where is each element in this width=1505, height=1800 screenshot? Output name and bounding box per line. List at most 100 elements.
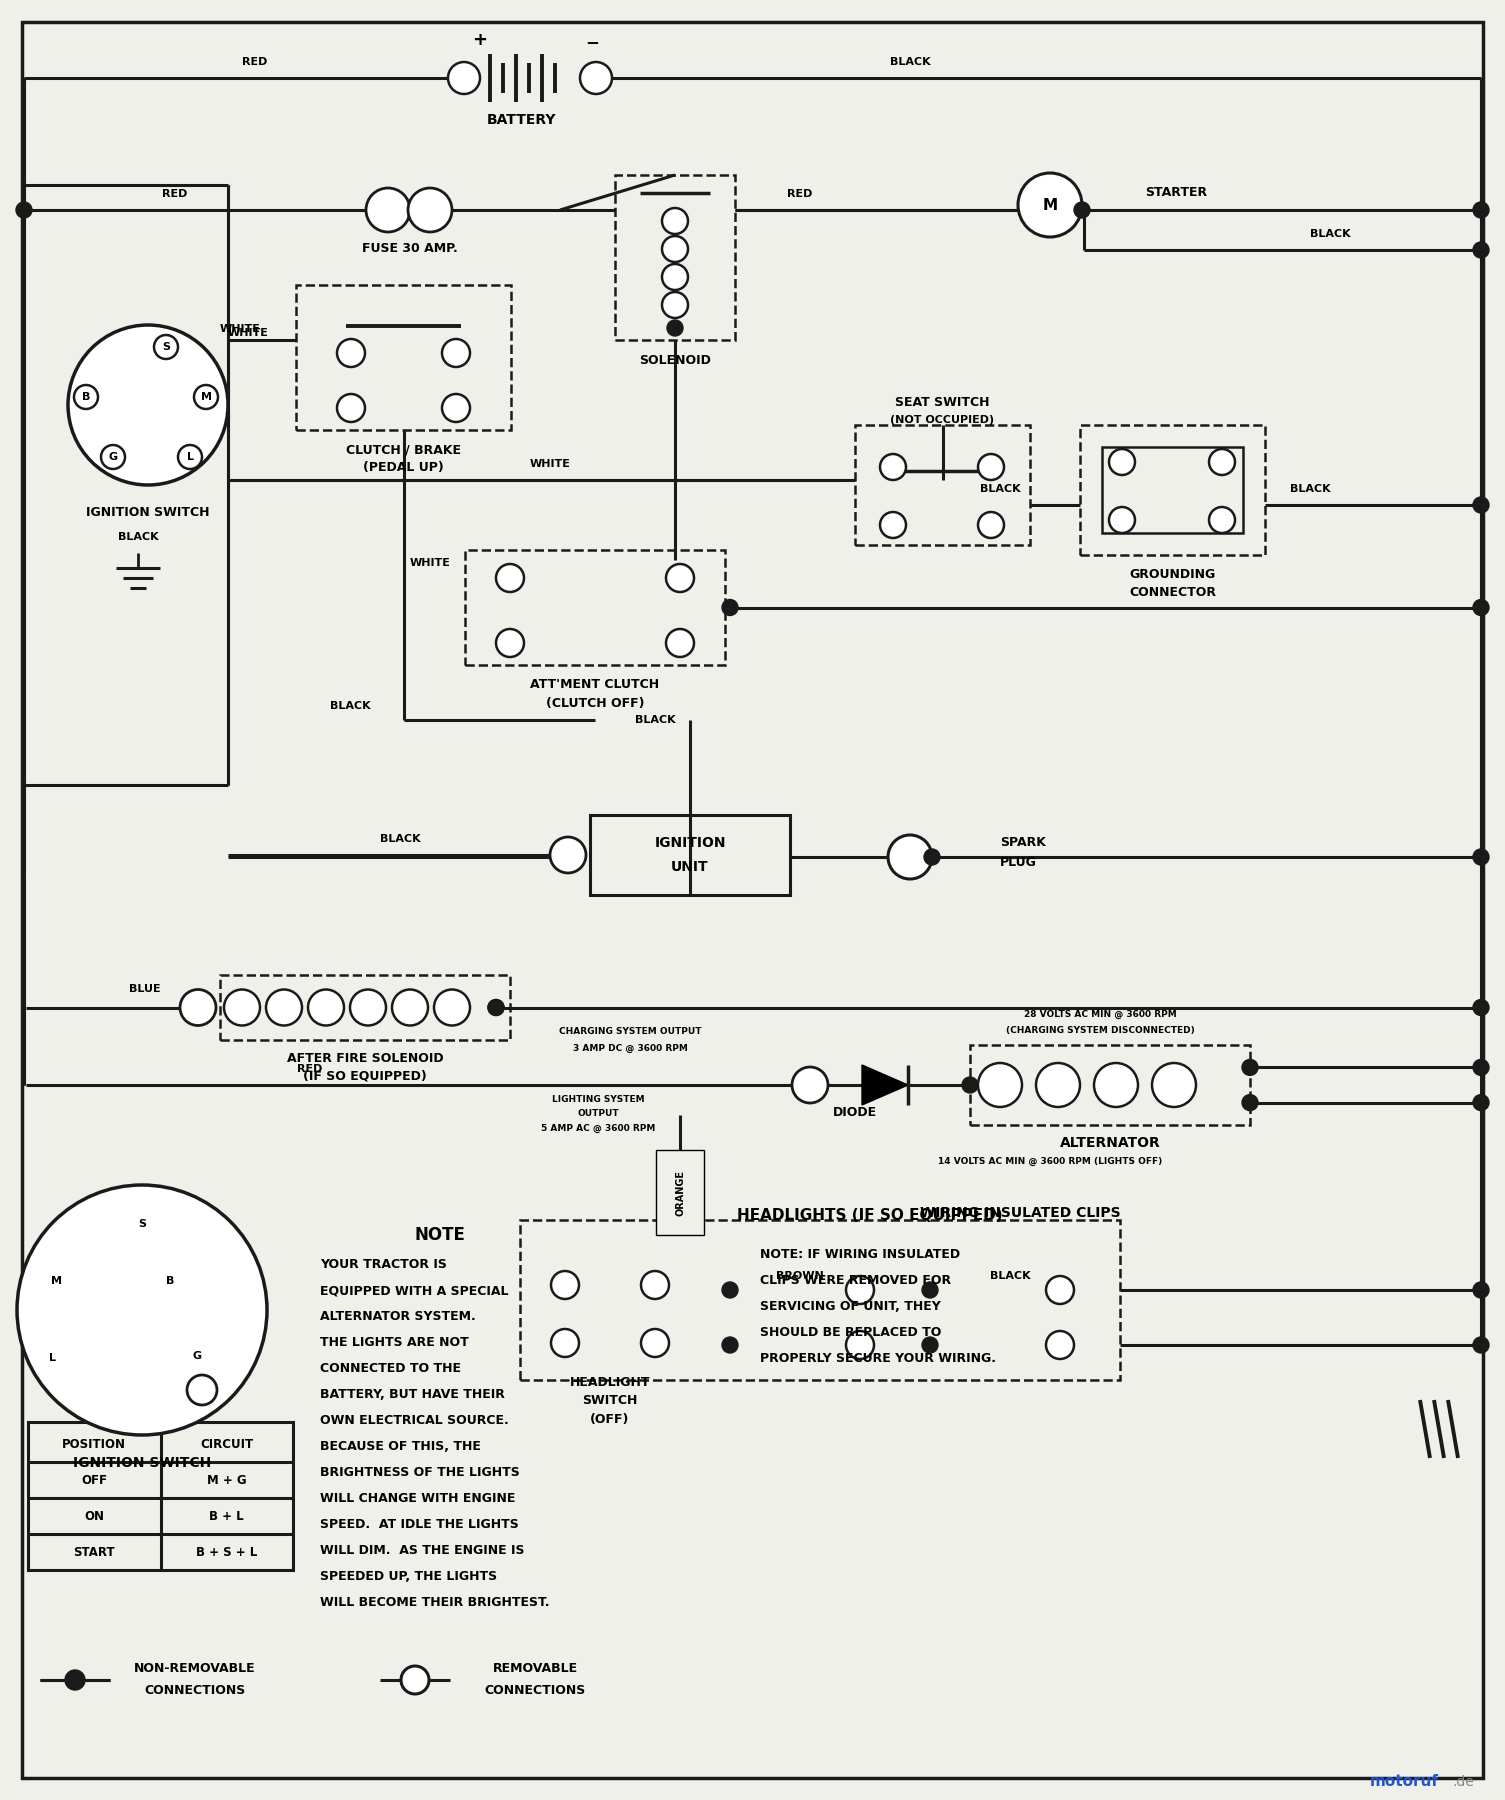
Text: AFTER FIRE SOLENOID: AFTER FIRE SOLENOID <box>286 1051 444 1064</box>
Text: CLUTCH / BRAKE: CLUTCH / BRAKE <box>346 443 461 457</box>
Circle shape <box>722 1337 737 1354</box>
Bar <box>616 175 734 340</box>
Circle shape <box>181 990 217 1026</box>
Text: B + L: B + L <box>209 1510 244 1523</box>
Circle shape <box>549 837 585 873</box>
Circle shape <box>667 563 694 592</box>
Circle shape <box>1473 999 1488 1015</box>
Text: M: M <box>1043 198 1058 212</box>
Text: M + G: M + G <box>208 1474 247 1487</box>
Text: WILL CHANGE WITH ENGINE: WILL CHANGE WITH ENGINE <box>321 1492 515 1505</box>
Text: RED: RED <box>298 1064 322 1075</box>
Circle shape <box>923 1282 938 1298</box>
Text: IGNITION SWITCH: IGNITION SWITCH <box>86 506 209 520</box>
Text: CIRCUIT: CIRCUIT <box>200 1438 253 1451</box>
Text: WHITE: WHITE <box>220 324 260 335</box>
Circle shape <box>497 563 524 592</box>
Text: motoruf: motoruf <box>1370 1775 1439 1789</box>
Bar <box>465 551 725 664</box>
Text: NON-REMOVABLE: NON-REMOVABLE <box>134 1661 256 1674</box>
Circle shape <box>1094 1064 1138 1107</box>
Text: CONNECTED TO THE: CONNECTED TO THE <box>321 1363 461 1375</box>
Circle shape <box>551 1271 579 1300</box>
Text: BLACK: BLACK <box>889 58 930 67</box>
Text: CONNECTOR: CONNECTOR <box>1129 587 1216 599</box>
Circle shape <box>1473 202 1488 218</box>
Text: STARTER: STARTER <box>1145 185 1207 198</box>
Text: 28 VOLTS AC MIN @ 3600 RPM: 28 VOLTS AC MIN @ 3600 RPM <box>1023 1010 1177 1019</box>
Circle shape <box>924 850 941 866</box>
Circle shape <box>309 990 345 1026</box>
Text: B + S + L: B + S + L <box>196 1546 257 1559</box>
Circle shape <box>662 236 688 263</box>
Circle shape <box>187 1375 217 1406</box>
Circle shape <box>17 1184 266 1435</box>
Circle shape <box>1109 448 1135 475</box>
Text: CLIPS WERE REMOVED FOR: CLIPS WERE REMOVED FOR <box>760 1274 951 1287</box>
Circle shape <box>448 61 480 94</box>
Circle shape <box>1209 448 1236 475</box>
Circle shape <box>1473 1282 1488 1298</box>
Circle shape <box>488 999 504 1015</box>
Text: PLUG: PLUG <box>999 857 1037 869</box>
Circle shape <box>1242 1060 1258 1075</box>
Circle shape <box>442 394 470 421</box>
Circle shape <box>846 1330 874 1359</box>
Circle shape <box>641 1271 670 1300</box>
Text: HEADLIGHT: HEADLIGHT <box>570 1377 650 1390</box>
Text: M: M <box>200 392 212 401</box>
Circle shape <box>846 1276 874 1303</box>
Circle shape <box>74 385 98 409</box>
Circle shape <box>351 990 385 1026</box>
Text: FUSE 30 AMP.: FUSE 30 AMP. <box>363 241 458 254</box>
Text: WIRING INSULATED CLIPS: WIRING INSULATED CLIPS <box>920 1206 1121 1220</box>
Text: POSITION: POSITION <box>62 1438 126 1451</box>
Circle shape <box>1151 1064 1196 1107</box>
Circle shape <box>579 61 613 94</box>
Circle shape <box>978 1064 1022 1107</box>
Text: BLACK: BLACK <box>980 484 1020 493</box>
Circle shape <box>880 511 906 538</box>
Circle shape <box>224 990 260 1026</box>
Text: BLACK: BLACK <box>1309 229 1350 239</box>
Circle shape <box>1473 497 1488 513</box>
Circle shape <box>178 445 202 470</box>
Text: (CHARGING SYSTEM DISCONNECTED): (CHARGING SYSTEM DISCONNECTED) <box>1005 1026 1195 1035</box>
Text: L: L <box>48 1354 56 1363</box>
Text: WHITE: WHITE <box>530 459 570 470</box>
Text: SPARK: SPARK <box>999 837 1046 850</box>
Circle shape <box>442 338 470 367</box>
Text: (OFF): (OFF) <box>590 1413 629 1426</box>
Circle shape <box>1209 508 1236 533</box>
Circle shape <box>17 202 32 218</box>
Circle shape <box>1473 1094 1488 1111</box>
Text: START: START <box>74 1546 114 1559</box>
Text: BECAUSE OF THIS, THE: BECAUSE OF THIS, THE <box>321 1440 482 1454</box>
Text: WHITE: WHITE <box>409 558 450 567</box>
Text: LIGHTING SYSTEM: LIGHTING SYSTEM <box>552 1096 644 1105</box>
Circle shape <box>888 835 932 878</box>
Text: −: − <box>585 32 599 50</box>
Text: BLACK: BLACK <box>990 1271 1031 1282</box>
Circle shape <box>667 320 683 337</box>
Text: L: L <box>187 452 194 463</box>
Text: OUTPUT: OUTPUT <box>578 1109 619 1118</box>
Text: BLACK: BLACK <box>635 715 676 725</box>
Text: WILL DIM.  AS THE ENGINE IS: WILL DIM. AS THE ENGINE IS <box>321 1544 525 1557</box>
Text: RED: RED <box>163 189 188 200</box>
Circle shape <box>1075 202 1090 218</box>
Text: BLACK: BLACK <box>379 833 420 844</box>
Circle shape <box>662 265 688 290</box>
Text: NOTE: IF WIRING INSULATED: NOTE: IF WIRING INSULATED <box>760 1249 960 1262</box>
Circle shape <box>337 338 366 367</box>
Text: SERVICING OF UNIT, THEY: SERVICING OF UNIT, THEY <box>760 1300 941 1314</box>
Text: BLACK: BLACK <box>1290 484 1330 493</box>
Text: CHARGING SYSTEM OUTPUT: CHARGING SYSTEM OUTPUT <box>558 1028 701 1037</box>
Circle shape <box>962 1076 978 1093</box>
Circle shape <box>154 335 178 358</box>
Text: G: G <box>108 452 117 463</box>
Circle shape <box>792 1067 828 1103</box>
Text: UNIT: UNIT <box>671 860 709 875</box>
Text: .de: .de <box>1452 1775 1473 1789</box>
Text: G: G <box>193 1352 202 1361</box>
